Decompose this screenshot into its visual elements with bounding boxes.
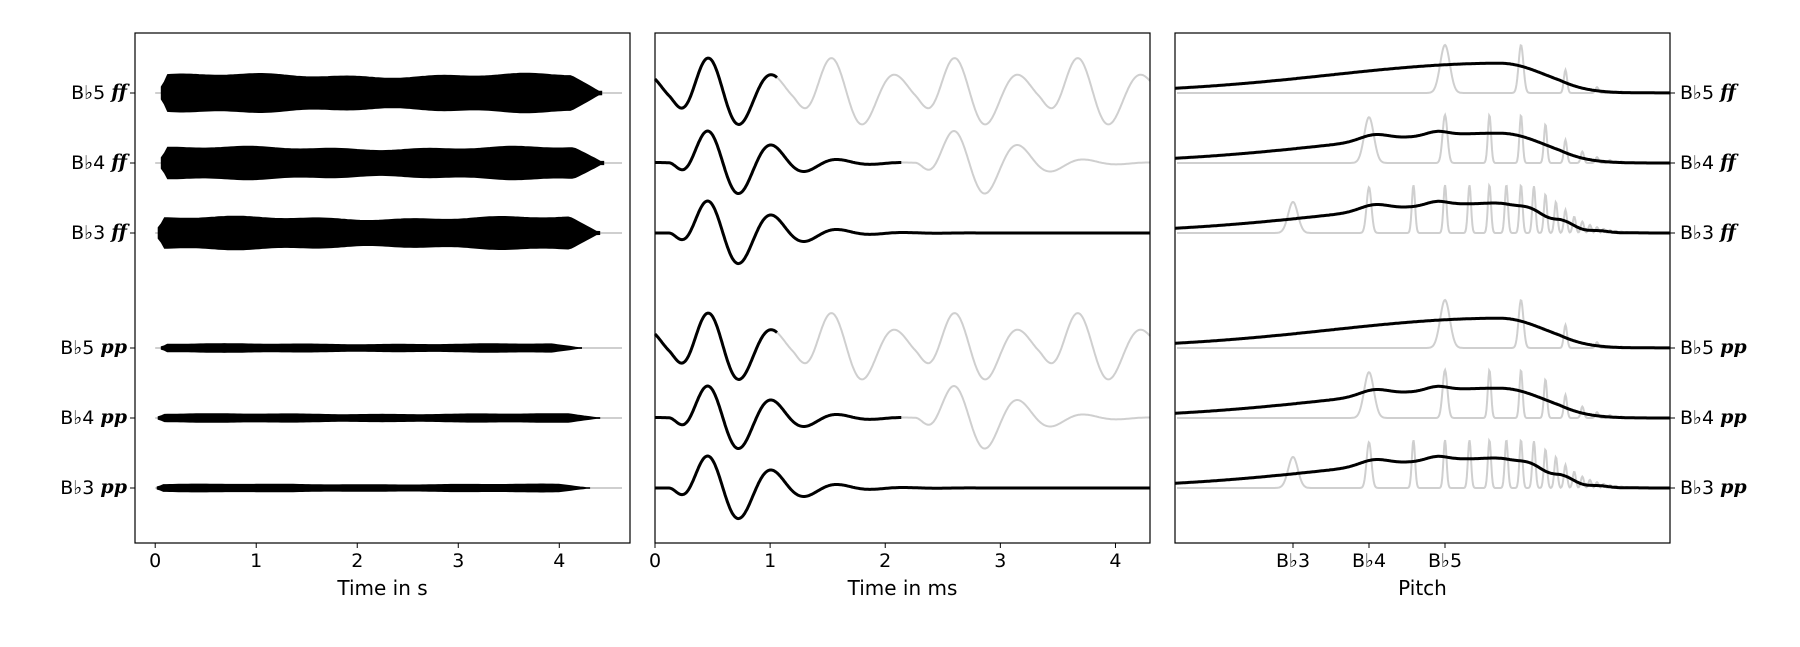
row-label-dynamic: pp [100,336,127,358]
row-label: B♭3 pp [60,476,127,499]
harmonic-peaks [1177,43,1668,94]
row-label: B♭4 pp [60,406,127,429]
periodic-continuation [901,129,1150,195]
harmonic-peaks [1177,367,1668,419]
panel-frame [134,32,631,544]
row-label-dynamic: pp [100,476,127,498]
x-tick-label: 0 [149,550,161,572]
row-label-pitch: B♭4 [71,152,111,174]
row-label-dynamic: ff [109,151,130,173]
row-label-pitch: B♭3 [71,222,111,244]
row-label-dynamic: pp [1720,336,1747,358]
panel-frame [654,32,1151,544]
waveform-envelope [160,72,603,114]
row-label: B♭4 ff [1680,151,1739,174]
x-tick-label: 3 [994,550,1006,572]
row-label-pitch: B♭4 [60,407,100,429]
row-label-dynamic: ff [109,221,130,243]
row-label-dynamic: ff [1718,81,1739,103]
row-label: B♭3 ff [1680,221,1739,244]
waveform-envelope [160,343,582,353]
waveform-envelope [156,483,591,493]
row-label-pitch: B♭5 [71,82,111,104]
waveform-envelope [157,215,601,251]
x-tick-label: 2 [879,550,891,572]
periodic-continuation [775,57,1151,126]
impulse-curve [654,384,902,450]
resonance-curve [1174,316,1671,350]
x-tick-label: 3 [452,550,464,572]
row-label-dynamic: ff [1718,221,1739,243]
row-label-pitch: B♭3 [60,477,100,499]
row-label-pitch: B♭4 [1680,152,1720,174]
x-tick-label: 4 [553,550,565,572]
x-tick-label: 2 [351,550,363,572]
row-label-dynamic: pp [100,406,127,428]
x-tick-label: 1 [250,550,262,572]
row-label: B♭4 ff [71,151,130,174]
row-label: B♭3 ff [71,221,130,244]
row-label: B♭5 pp [60,336,127,359]
x-tick-label: B♭4 [1352,550,1386,572]
row-label-pitch: B♭5 [60,337,100,359]
impulse-curve [653,56,778,126]
panel-frame [1174,32,1671,544]
row-label-dynamic: ff [109,81,130,103]
row-label-pitch: B♭5 [1680,82,1720,104]
row-label-dynamic: ff [1718,151,1739,173]
resonance-curve [1174,199,1671,235]
impulse-curve [654,199,1151,266]
row-label-dynamic: pp [1720,406,1747,428]
resonance-curve [1174,129,1671,165]
periodic-continuation [901,384,1150,450]
impulse-curve [654,129,902,195]
x-tick-label: 0 [649,550,661,572]
x-tick-label: B♭3 [1276,550,1310,572]
x-tick-label: B♭5 [1428,550,1462,572]
x-tick-label: 4 [1109,550,1121,572]
harmonic-peaks [1177,298,1668,349]
row-label-dynamic: pp [1720,476,1747,498]
x-axis-label: Pitch [1398,576,1447,600]
x-tick-label: 1 [764,550,776,572]
periodic-continuation [775,312,1151,381]
x-axis-label: Time in s [336,576,427,600]
harmonic-peaks [1177,437,1668,490]
harmonic-peaks [1177,182,1668,235]
row-label: B♭4 pp [1680,406,1747,429]
waveform-envelope [157,413,601,423]
row-label: B♭3 pp [1680,476,1747,499]
row-label-pitch: B♭5 [1680,337,1720,359]
resonance-curve [1174,454,1671,490]
row-label: B♭5 ff [1680,81,1739,104]
row-label-pitch: B♭3 [1680,222,1720,244]
row-label-pitch: B♭4 [1680,407,1720,429]
resonance-curve [1174,61,1671,95]
impulse-curve [653,311,778,381]
resonance-curve [1174,384,1671,420]
x-axis-label: Time in ms [847,576,958,600]
row-label-pitch: B♭3 [1680,477,1720,499]
row-label: B♭5 ff [71,81,130,104]
waveform-envelope [160,145,605,181]
harmonic-peaks [1177,112,1668,164]
row-label: B♭5 pp [1680,336,1747,359]
impulse-curve [654,454,1151,521]
